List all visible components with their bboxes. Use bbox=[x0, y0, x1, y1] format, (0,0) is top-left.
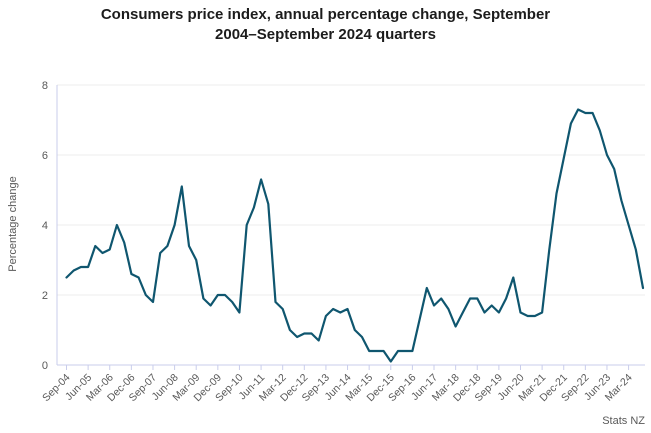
chart-title-line-1: Consumers price index, annual percentage… bbox=[100, 6, 551, 23]
chart-title-line-2: 2004–September 2024 quarters bbox=[215, 25, 436, 43]
cpi-line-series bbox=[65, 108, 645, 363]
y-tick-label: 4 bbox=[42, 220, 48, 232]
source-attribution: Stats NZ bbox=[602, 415, 645, 427]
y-tick-label: 8 bbox=[42, 80, 48, 92]
y-tick-label: 2 bbox=[42, 290, 48, 302]
y-tick-label: 0 bbox=[42, 360, 48, 372]
y-tick-label: 6 bbox=[42, 150, 48, 162]
chart-title: Consumers price index, annual percentage… bbox=[0, 5, 651, 44]
